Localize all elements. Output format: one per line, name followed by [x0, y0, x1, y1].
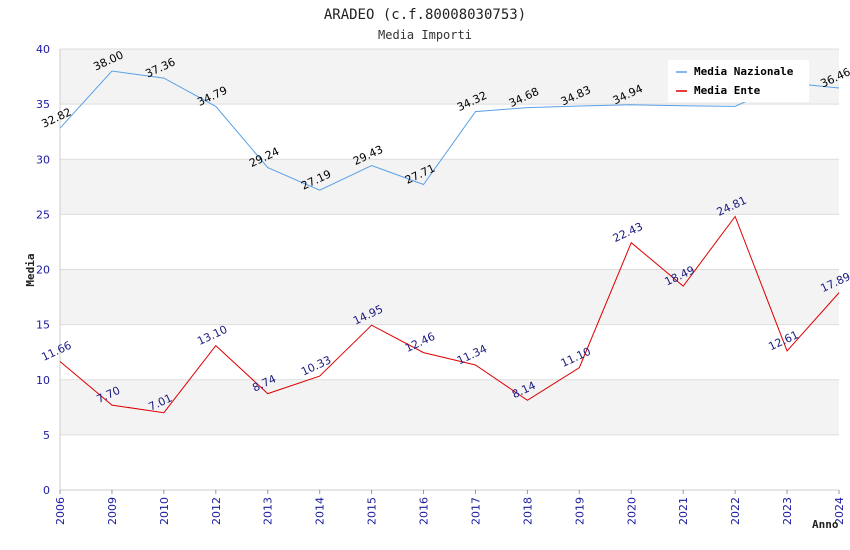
- x-tick-label: 2009: [106, 497, 119, 525]
- x-tick-label: 2018: [521, 497, 534, 525]
- x-tick-label: 2013: [262, 497, 275, 525]
- x-tick-label: 2010: [158, 497, 171, 525]
- legend-label-ente: Media Ente: [694, 84, 761, 97]
- y-tick-label: 20: [36, 264, 50, 277]
- chart-title: ARADEO (c.f.80008030753): [324, 7, 526, 23]
- x-tick-labels: 2006 2009 2010 2012 2013 2014 2015 2016 2017 2018…: [54, 497, 846, 525]
- y-tick-labels: 0 5 10 15 20 25 30 35 40: [36, 43, 50, 497]
- data-label: 11.66: [39, 339, 73, 364]
- series-line-0: [59, 70, 840, 191]
- y-tick-label: 40: [36, 43, 50, 56]
- y-tick-label: 30: [36, 153, 50, 166]
- data-label: 11.34: [455, 342, 489, 367]
- data-label: 13.10: [195, 323, 229, 348]
- x-tick-label: 2023: [781, 497, 794, 525]
- grid-band: [60, 379, 839, 435]
- y-tick-label: 35: [36, 98, 50, 111]
- y-axis-label: Media: [24, 253, 37, 286]
- series-lines: [59, 70, 840, 414]
- legend-label-naz: Media Nazionale: [694, 65, 794, 78]
- x-tick-label: 2006: [54, 497, 67, 525]
- data-label: 22.43: [611, 220, 645, 245]
- x-tick-label: 2016: [418, 497, 431, 525]
- grid-bands: [60, 49, 839, 435]
- y-tick-label: 15: [36, 319, 50, 332]
- x-axis-label: Anno: [812, 518, 839, 531]
- data-label: 12.61: [767, 328, 801, 353]
- x-tick-label: 2021: [677, 497, 690, 525]
- legend: Media Nazionale Media Ente: [668, 60, 809, 102]
- grid-band: [60, 159, 839, 215]
- data-label: 11.10: [559, 345, 593, 370]
- y-tick-label: 5: [43, 429, 50, 442]
- legend-box: [668, 60, 809, 102]
- x-tick-label: 2012: [210, 497, 223, 525]
- x-tick-label: 2015: [366, 497, 379, 525]
- x-tick-label: 2020: [625, 497, 638, 525]
- y-tick-label: 10: [36, 374, 50, 387]
- y-tick-label: 25: [36, 208, 50, 221]
- axes: [59, 49, 840, 494]
- series-line-1: [59, 215, 840, 414]
- x-tick-label: 2024: [833, 497, 846, 525]
- x-tick-label: 2014: [314, 497, 327, 525]
- data-label: 10.33: [299, 353, 333, 378]
- grid-band: [60, 269, 839, 325]
- gridlines: [60, 48, 839, 491]
- x-tick-label: 2022: [729, 497, 742, 525]
- y-tick-label: 0: [43, 484, 50, 497]
- x-tick-label: 2017: [469, 497, 482, 525]
- x-tick-label: 2019: [573, 497, 586, 525]
- chart-subtitle: Media Importi: [378, 28, 472, 42]
